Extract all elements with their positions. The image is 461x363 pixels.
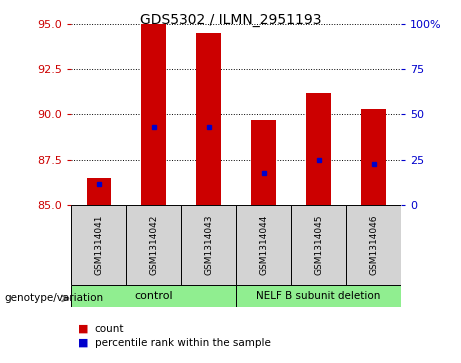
FancyBboxPatch shape xyxy=(236,205,291,285)
Text: GSM1314042: GSM1314042 xyxy=(149,215,159,275)
Text: count: count xyxy=(95,323,124,334)
Text: GSM1314044: GSM1314044 xyxy=(259,215,268,275)
Bar xyxy=(361,109,386,205)
Text: GSM1314043: GSM1314043 xyxy=(204,215,213,275)
Text: GSM1314045: GSM1314045 xyxy=(314,215,323,275)
Text: ■: ■ xyxy=(78,338,89,348)
Bar xyxy=(196,33,221,205)
Bar xyxy=(142,24,166,205)
Bar xyxy=(251,120,276,205)
FancyBboxPatch shape xyxy=(71,205,126,285)
FancyBboxPatch shape xyxy=(181,205,236,285)
Text: GSM1314046: GSM1314046 xyxy=(369,215,378,275)
FancyBboxPatch shape xyxy=(346,205,401,285)
Bar xyxy=(87,178,111,205)
Text: GSM1314041: GSM1314041 xyxy=(95,215,103,275)
Text: percentile rank within the sample: percentile rank within the sample xyxy=(95,338,271,348)
Text: GDS5302 / ILMN_2951193: GDS5302 / ILMN_2951193 xyxy=(140,13,321,27)
FancyBboxPatch shape xyxy=(236,285,401,307)
FancyBboxPatch shape xyxy=(126,205,181,285)
Bar xyxy=(306,93,331,205)
Text: NELF B subunit deletion: NELF B subunit deletion xyxy=(256,291,381,301)
Text: control: control xyxy=(135,291,173,301)
FancyBboxPatch shape xyxy=(291,205,346,285)
FancyBboxPatch shape xyxy=(71,285,236,307)
Text: ■: ■ xyxy=(78,323,89,334)
Text: genotype/variation: genotype/variation xyxy=(5,293,104,303)
